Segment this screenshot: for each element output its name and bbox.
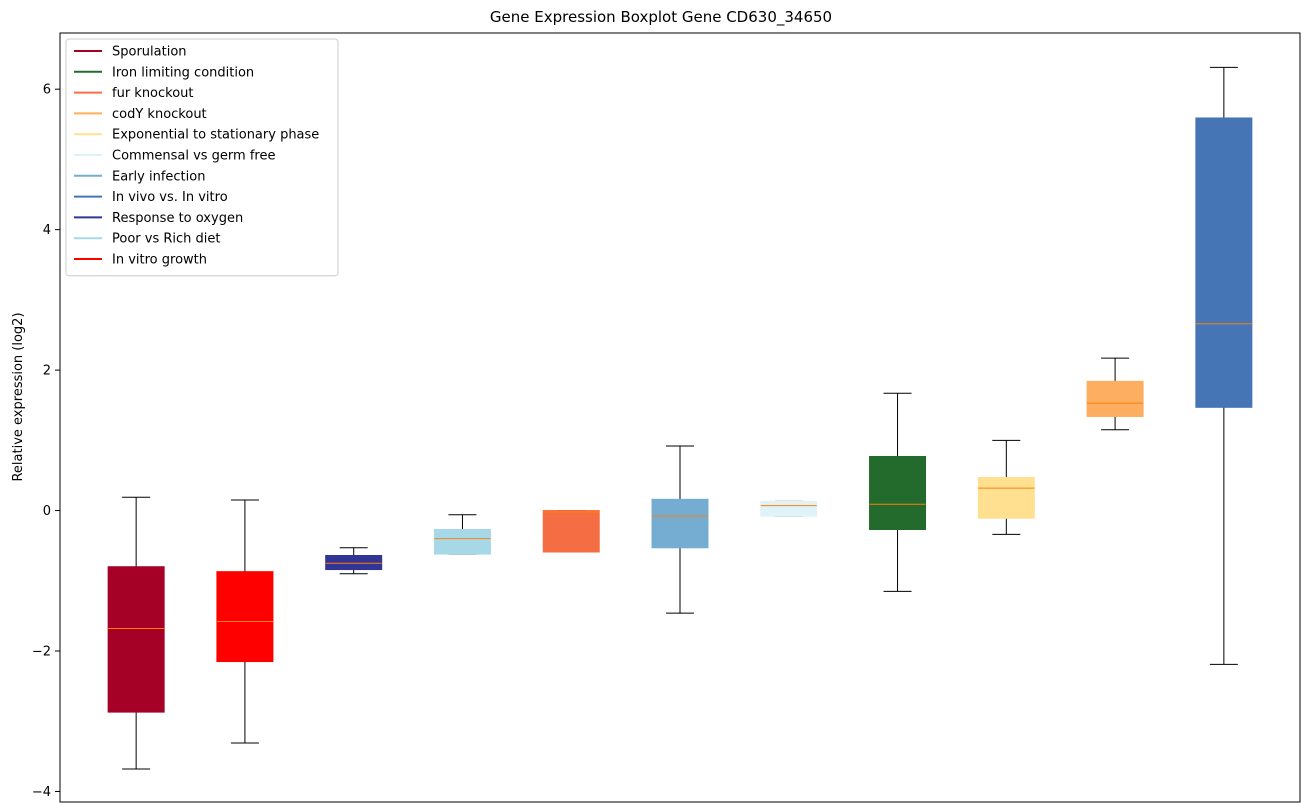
- box-exponential-to-stationary-phase: [977, 439, 1035, 535]
- box-body: [869, 455, 927, 531]
- legend-label: Sporulation: [112, 45, 187, 60]
- box-body: [107, 566, 165, 713]
- legend-item: In vitro growth: [74, 253, 207, 268]
- box-body: [433, 529, 491, 555]
- box-response-to-oxygen: [325, 547, 383, 575]
- legend-label: In vivo vs. In vitro: [112, 190, 228, 205]
- box-early-infection: [651, 445, 709, 614]
- box-body: [216, 571, 274, 663]
- legend-box: [65, 38, 339, 277]
- legend-item: Exponential to stationary phase: [74, 128, 319, 143]
- legend-item: In vivo vs. In vitro: [74, 190, 228, 205]
- box-poor-vs-rich-diet: [433, 514, 491, 555]
- legend-label: Early infection: [112, 169, 205, 184]
- legend-label: fur knockout: [112, 86, 194, 101]
- y-axis: −4 −2 0 2 4 6: [32, 83, 60, 800]
- box-body: [651, 498, 709, 549]
- box-commensal-vs-germ-free: [760, 500, 818, 517]
- legend-item: Response to oxygen: [74, 211, 243, 226]
- chart-title: Gene Expression Boxplot Gene CD630_34650: [490, 8, 832, 27]
- box-in-vitro-growth: [216, 499, 274, 744]
- box-iron-limiting-condition: [869, 392, 927, 592]
- legend-label: Poor vs Rich diet: [112, 232, 220, 247]
- legend-label: In vitro growth: [112, 253, 207, 268]
- legend: Sporulation Iron limiting condition fur kn…: [65, 38, 339, 277]
- y-tick-label: −4: [32, 785, 51, 800]
- legend-label: Exponential to stationary phase: [112, 128, 319, 143]
- legend-item: codY knockout: [74, 107, 207, 122]
- legend-item: Commensal vs germ free: [74, 149, 275, 164]
- legend-item: Iron limiting condition: [74, 65, 254, 80]
- box-body: [760, 500, 818, 517]
- boxes: [107, 66, 1253, 770]
- box-fur-knockout: [542, 510, 600, 553]
- box-in-vivo-vs-in-vitro: [1195, 66, 1253, 665]
- legend-label: Commensal vs germ free: [112, 149, 275, 164]
- legend-label: codY knockout: [112, 107, 207, 122]
- legend-item: fur knockout: [74, 86, 194, 101]
- y-axis-label: Relative expression (log2): [11, 312, 26, 481]
- legend-item: Sporulation: [74, 45, 187, 60]
- legend-item: Early infection: [74, 169, 205, 184]
- box-sporulation: [107, 496, 165, 770]
- y-tick-label: 2: [43, 364, 51, 379]
- box-body: [1195, 117, 1253, 408]
- box-body: [325, 554, 383, 571]
- box-body: [542, 510, 600, 553]
- legend-label: Iron limiting condition: [112, 65, 254, 80]
- legend-item: Poor vs Rich diet: [74, 232, 220, 247]
- box-body: [977, 477, 1035, 519]
- y-tick-label: −2: [32, 645, 51, 660]
- box-cody-knockout: [1086, 357, 1144, 431]
- box-body: [1086, 380, 1144, 417]
- y-tick-label: 4: [43, 223, 51, 238]
- legend-label: Response to oxygen: [112, 211, 243, 226]
- y-tick-label: 0: [43, 504, 51, 519]
- y-tick-label: 6: [43, 83, 51, 98]
- plot-frame: [59, 32, 1301, 803]
